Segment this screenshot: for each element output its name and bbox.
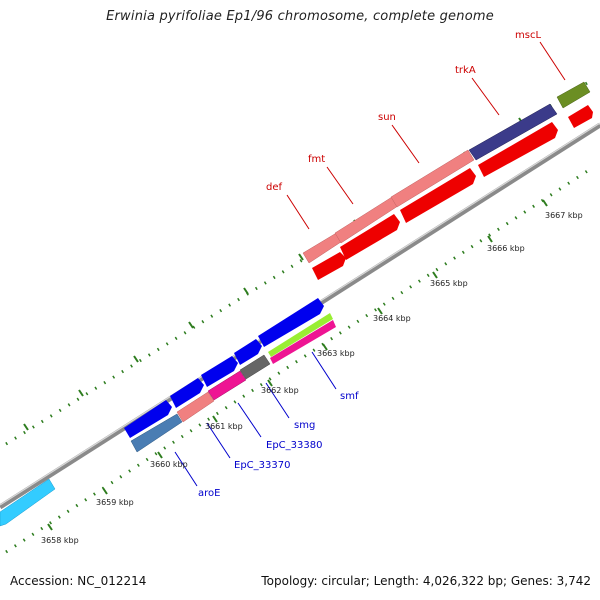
leader-aroE xyxy=(174,451,198,487)
kbp-label: 3662 kbp xyxy=(261,386,299,395)
accession-label: Accession: NC_012214 xyxy=(10,574,147,588)
leader-fmt xyxy=(326,166,354,205)
gene-smg xyxy=(239,354,271,380)
kbp-label: 3664 kbp xyxy=(373,314,411,323)
kbp-tick xyxy=(298,253,304,261)
leader-mscL xyxy=(539,41,566,81)
gene-smf-green xyxy=(268,313,333,357)
gene-arrow xyxy=(170,378,204,408)
kbp-tick xyxy=(188,321,194,329)
label-EpC_33370: EpC_33370 xyxy=(234,460,290,471)
label-EpC_33380: EpC_33380 xyxy=(266,440,322,451)
gene-arrow xyxy=(568,105,593,128)
leader-EpC_33380 xyxy=(237,402,262,438)
leader-def xyxy=(286,194,310,230)
label-aroE: aroE xyxy=(198,488,220,499)
kbp-tick xyxy=(78,389,84,397)
label-sun: sun xyxy=(378,112,396,123)
gene-arrow xyxy=(201,356,238,387)
label-trkA: trkA xyxy=(455,65,476,76)
kbp-tick xyxy=(432,271,438,279)
map-title: Erwinia pyrifoliae Ep1/96 chromosome, co… xyxy=(106,9,494,24)
kbp-label: 3665 kbp xyxy=(430,279,468,288)
kbp-tick xyxy=(377,307,383,315)
kbp-label: 3667 kbp xyxy=(545,211,583,220)
gene-arrow xyxy=(258,298,324,347)
label-def: def xyxy=(266,182,283,193)
label-leaders-top xyxy=(286,41,566,230)
leader-sun xyxy=(391,124,420,164)
gene-labels-bottom: aroE EpC_33370 EpC_33380 smg smf xyxy=(198,391,359,499)
label-fmt: fmt xyxy=(308,154,325,165)
gene-smf xyxy=(270,320,336,364)
gene-aroE xyxy=(130,413,183,453)
kbp-label: 3659 kbp xyxy=(96,498,134,507)
gene-arrow xyxy=(478,122,558,177)
kbp-tick xyxy=(133,355,139,363)
kbp-tick xyxy=(267,379,273,387)
kbp-label: 3660 kbp xyxy=(150,460,188,469)
label-mscL: mscL xyxy=(515,30,541,41)
leader-smg xyxy=(265,382,290,419)
kbp-labels: 3658 kbp 3659 kbp 3660 kbp 3661 kbp 3662… xyxy=(41,211,583,545)
kbp-tick xyxy=(212,415,218,423)
gene-labels-top: def fmt sun trkA mscL xyxy=(266,30,541,193)
genome-summary: Topology: circular; Length: 4,026,322 bp… xyxy=(261,574,591,588)
kbp-tick xyxy=(542,199,548,207)
genes-lower xyxy=(0,298,336,527)
inner-ring xyxy=(5,166,593,554)
kbp-tick xyxy=(487,235,493,243)
leader-smf xyxy=(311,351,337,390)
gene-arrow xyxy=(400,168,476,223)
gene-EpC_33380 xyxy=(207,370,247,401)
gene-trkA xyxy=(468,103,558,161)
kbp-ticks xyxy=(47,199,548,531)
kbp-label: 3666 kbp xyxy=(487,244,525,253)
kbp-tick xyxy=(23,423,29,431)
label-smg: smg xyxy=(294,420,315,431)
gene-arrow xyxy=(340,214,400,260)
kbp-label: 3661 kbp xyxy=(205,422,243,431)
leader-EpC_33370 xyxy=(206,422,231,459)
gene-EpC_33370 xyxy=(176,391,215,423)
gene-sun xyxy=(390,149,475,208)
gene-arrow xyxy=(124,400,172,438)
kbp-tick xyxy=(243,287,249,295)
kbp-tick xyxy=(322,343,328,351)
kbp-label: 3663 kbp xyxy=(317,349,355,358)
kbp-tick xyxy=(157,451,163,459)
kbp-label: 3658 kbp xyxy=(41,536,79,545)
gene-mscL xyxy=(556,81,591,109)
genes-upper xyxy=(302,81,593,280)
gene-cyan xyxy=(0,478,56,527)
kbp-tick xyxy=(47,523,53,531)
label-leaders-bottom xyxy=(174,351,337,487)
leader-trkA xyxy=(471,77,500,116)
kbp-tick xyxy=(102,487,108,495)
gene-arrow xyxy=(234,339,262,365)
label-smf: smf xyxy=(340,391,359,402)
gene-arrow xyxy=(312,252,346,280)
